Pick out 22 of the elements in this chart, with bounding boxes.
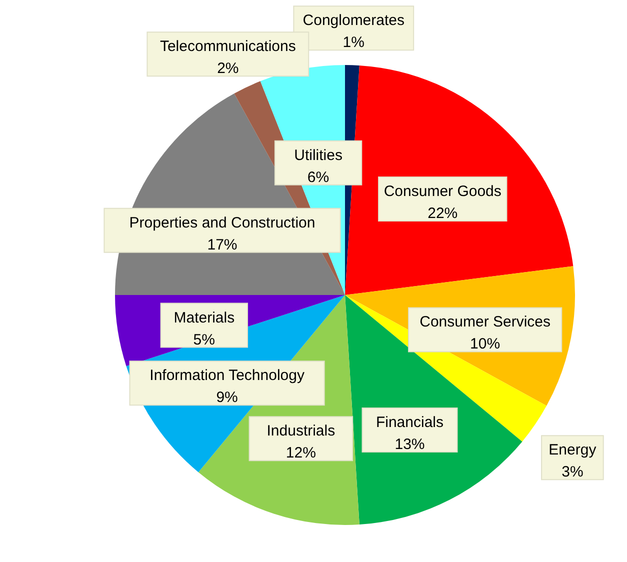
slice-label: Utilities (294, 146, 342, 164)
data-label: 10% (470, 336, 500, 353)
slice-label: Conglomerates (302, 12, 404, 30)
slice-label: Consumer Services (420, 314, 551, 331)
slice-label: Industrials (266, 422, 336, 440)
data-label: 22% (428, 205, 458, 222)
data-label: 1% (342, 34, 364, 52)
data-label: 9% (216, 389, 238, 406)
data-label: 13% (394, 436, 425, 454)
slice-label: Energy (548, 442, 597, 459)
data-label: 3% (562, 464, 584, 481)
slice-label: Consumer Goods (384, 183, 502, 200)
slice-label: Information Technology (150, 367, 305, 384)
data-label: 17% (207, 236, 238, 254)
slice-label: Properties and Construction (129, 214, 316, 232)
slice-label: Telecommunications (160, 38, 296, 56)
slice-label: Materials (174, 309, 235, 326)
data-label: 2% (217, 60, 239, 78)
data-label: 6% (307, 168, 330, 186)
slice-label: Financials (376, 414, 444, 432)
data-label: 5% (193, 331, 215, 348)
data-label: 12% (286, 444, 316, 462)
